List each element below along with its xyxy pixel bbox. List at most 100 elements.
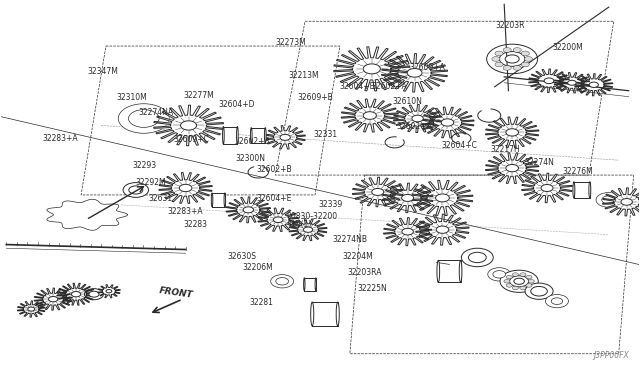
- Circle shape: [495, 51, 503, 56]
- Circle shape: [303, 227, 313, 232]
- Circle shape: [441, 119, 454, 126]
- Circle shape: [89, 291, 99, 297]
- Ellipse shape: [573, 182, 575, 198]
- Polygon shape: [574, 182, 590, 198]
- Text: 32604+D: 32604+D: [218, 100, 255, 109]
- Text: 32293: 32293: [132, 161, 156, 170]
- Polygon shape: [265, 126, 305, 149]
- Text: 32609+C: 32609+C: [173, 135, 209, 144]
- Ellipse shape: [224, 193, 225, 207]
- Circle shape: [506, 275, 513, 279]
- Circle shape: [243, 207, 253, 213]
- Circle shape: [123, 183, 148, 198]
- Circle shape: [526, 284, 532, 287]
- Text: PIN(1): PIN(1): [288, 220, 312, 229]
- Polygon shape: [289, 219, 327, 241]
- Text: 32203R: 32203R: [495, 21, 525, 30]
- Polygon shape: [394, 105, 442, 132]
- Circle shape: [84, 289, 104, 300]
- Text: 32274NB: 32274NB: [333, 235, 368, 244]
- Ellipse shape: [437, 260, 440, 282]
- Polygon shape: [341, 99, 398, 132]
- Circle shape: [524, 57, 532, 61]
- Circle shape: [545, 295, 568, 308]
- Circle shape: [525, 283, 553, 299]
- Polygon shape: [57, 283, 95, 305]
- Text: 32347M: 32347M: [88, 67, 118, 76]
- Circle shape: [407, 68, 422, 77]
- Circle shape: [521, 51, 529, 56]
- Polygon shape: [252, 128, 265, 143]
- Polygon shape: [381, 54, 447, 92]
- Ellipse shape: [237, 126, 238, 144]
- Polygon shape: [97, 285, 120, 298]
- Circle shape: [506, 164, 518, 172]
- Circle shape: [363, 64, 380, 74]
- Text: 32225N: 32225N: [357, 284, 387, 293]
- Text: 32604+E: 32604+E: [256, 195, 292, 203]
- Text: 32213M: 32213M: [288, 71, 319, 80]
- Circle shape: [514, 278, 524, 284]
- Text: 32283: 32283: [183, 220, 207, 229]
- Text: 32604+B: 32604+B: [339, 82, 375, 91]
- Circle shape: [436, 194, 449, 202]
- Polygon shape: [223, 126, 237, 144]
- Circle shape: [506, 129, 518, 136]
- Circle shape: [528, 279, 534, 283]
- Circle shape: [72, 292, 81, 297]
- Polygon shape: [486, 117, 539, 148]
- Circle shape: [589, 82, 598, 87]
- Text: 32203RA: 32203RA: [348, 268, 382, 277]
- Polygon shape: [575, 74, 613, 96]
- Circle shape: [486, 44, 538, 74]
- Ellipse shape: [589, 182, 591, 198]
- Polygon shape: [412, 180, 473, 215]
- Polygon shape: [333, 47, 410, 91]
- Circle shape: [372, 189, 384, 195]
- Ellipse shape: [460, 260, 462, 282]
- Circle shape: [180, 121, 196, 130]
- Circle shape: [621, 199, 632, 205]
- Circle shape: [512, 286, 518, 290]
- Text: 32602+A: 32602+A: [371, 82, 407, 91]
- Polygon shape: [529, 69, 570, 93]
- Text: 32200M: 32200M: [552, 43, 583, 52]
- Circle shape: [531, 286, 547, 296]
- Text: 32604+C: 32604+C: [441, 141, 477, 150]
- Polygon shape: [416, 214, 469, 245]
- Circle shape: [520, 286, 526, 290]
- Text: 32609+B: 32609+B: [298, 93, 333, 102]
- Circle shape: [500, 270, 538, 292]
- Polygon shape: [353, 177, 403, 207]
- Ellipse shape: [310, 302, 314, 326]
- Text: 32277M: 32277M: [183, 91, 214, 100]
- Circle shape: [493, 271, 506, 278]
- Circle shape: [513, 48, 521, 52]
- Polygon shape: [603, 188, 640, 216]
- Ellipse shape: [315, 278, 316, 291]
- Circle shape: [596, 193, 621, 207]
- Ellipse shape: [211, 193, 213, 207]
- Text: 32631: 32631: [148, 195, 172, 203]
- Polygon shape: [382, 183, 433, 213]
- Circle shape: [506, 284, 513, 287]
- Text: 32204M: 32204M: [342, 251, 373, 261]
- Circle shape: [276, 278, 289, 285]
- Text: 32281: 32281: [250, 298, 274, 307]
- Circle shape: [503, 48, 511, 52]
- Text: 32602+B: 32602+B: [234, 137, 269, 146]
- Text: 32217H: 32217H: [491, 145, 520, 154]
- Ellipse shape: [223, 126, 224, 144]
- Circle shape: [544, 78, 554, 84]
- Circle shape: [512, 273, 518, 276]
- Polygon shape: [312, 302, 338, 326]
- Circle shape: [49, 296, 58, 302]
- Circle shape: [602, 196, 616, 204]
- Circle shape: [526, 275, 532, 279]
- Text: 32283+A: 32283+A: [43, 134, 79, 142]
- Circle shape: [521, 62, 529, 67]
- Circle shape: [106, 289, 112, 293]
- Circle shape: [513, 65, 521, 70]
- Circle shape: [461, 248, 493, 267]
- Polygon shape: [304, 278, 316, 291]
